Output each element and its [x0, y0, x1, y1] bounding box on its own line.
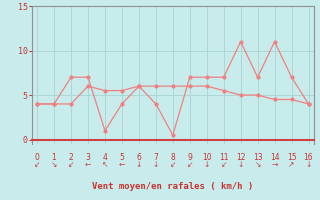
Text: ↘: ↘: [254, 160, 261, 169]
Text: ↙: ↙: [34, 160, 40, 169]
Text: ↓: ↓: [305, 160, 312, 169]
Text: ↓: ↓: [204, 160, 210, 169]
Text: ↓: ↓: [153, 160, 159, 169]
Text: ↗: ↗: [288, 160, 295, 169]
X-axis label: Vent moyen/en rafales ( km/h ): Vent moyen/en rafales ( km/h ): [92, 182, 253, 191]
Text: →: →: [271, 160, 278, 169]
Text: ↖: ↖: [102, 160, 108, 169]
Text: ↙: ↙: [170, 160, 176, 169]
Text: ↓: ↓: [136, 160, 142, 169]
Text: ←: ←: [85, 160, 91, 169]
Text: ↓: ↓: [237, 160, 244, 169]
Text: ↙: ↙: [187, 160, 193, 169]
Text: ←: ←: [119, 160, 125, 169]
Text: ↘: ↘: [51, 160, 57, 169]
Text: ↙: ↙: [68, 160, 74, 169]
Text: ↙: ↙: [220, 160, 227, 169]
